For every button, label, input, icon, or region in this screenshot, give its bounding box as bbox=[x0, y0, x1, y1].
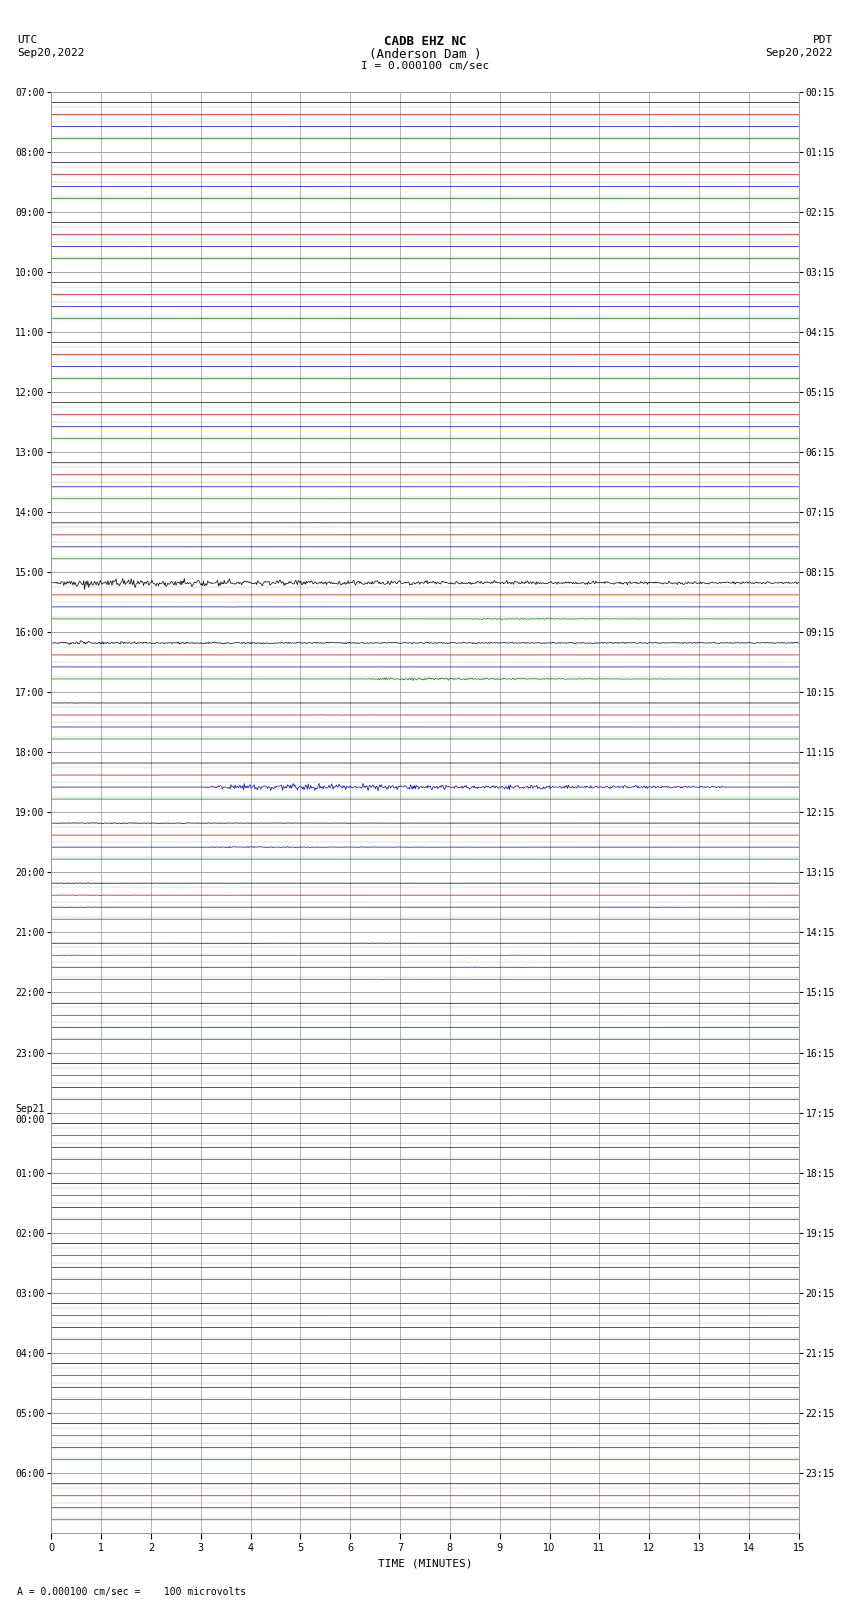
Text: PDT: PDT bbox=[813, 35, 833, 45]
Text: Sep20,2022: Sep20,2022 bbox=[766, 48, 833, 58]
Text: (Anderson Dam ): (Anderson Dam ) bbox=[369, 48, 481, 61]
Text: A = 0.000100 cm/sec =    100 microvolts: A = 0.000100 cm/sec = 100 microvolts bbox=[17, 1587, 246, 1597]
Text: UTC: UTC bbox=[17, 35, 37, 45]
X-axis label: TIME (MINUTES): TIME (MINUTES) bbox=[377, 1560, 473, 1569]
Text: Sep20,2022: Sep20,2022 bbox=[17, 48, 84, 58]
Text: I = 0.000100 cm/sec: I = 0.000100 cm/sec bbox=[361, 61, 489, 71]
Text: CADB EHZ NC: CADB EHZ NC bbox=[383, 35, 467, 48]
